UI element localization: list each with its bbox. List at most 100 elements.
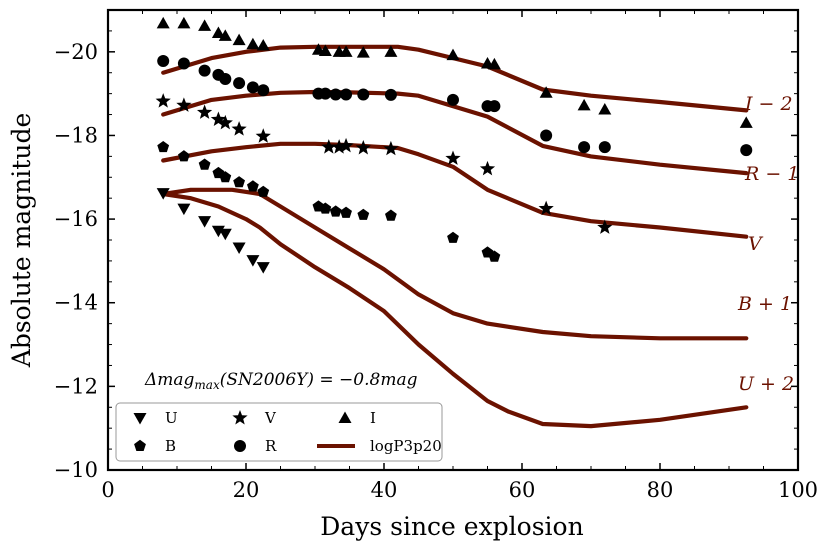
data-point-i <box>539 86 553 98</box>
data-point-u <box>211 225 225 238</box>
legend-label-u: U <box>165 409 178 427</box>
data-point-i <box>446 48 460 61</box>
y-axis-title: Absolute magnitude <box>7 113 36 368</box>
data-point-v <box>338 137 354 153</box>
data-point-i <box>156 16 170 29</box>
legend-label-i: I <box>370 409 376 427</box>
x-tick-label: 100 <box>778 478 818 502</box>
data-point-r <box>233 77 246 90</box>
data-point-i <box>384 45 398 57</box>
data-point-i <box>487 57 501 70</box>
data-point-v <box>321 139 337 154</box>
model-curves <box>161 44 749 429</box>
x-tick-label: 40 <box>371 478 398 502</box>
model-curve-r-1 <box>161 89 749 176</box>
data-point-i <box>218 29 232 41</box>
data-point-i <box>739 116 753 128</box>
legend-marker-v <box>232 410 248 425</box>
data-point-r <box>246 81 259 94</box>
data-point-b <box>357 208 370 220</box>
model-curve-i-2 <box>161 44 749 113</box>
data-point-r <box>177 57 190 70</box>
data-point-i <box>318 44 332 56</box>
legend-label-v: V <box>264 409 277 427</box>
data-point-v <box>479 160 496 176</box>
data-point-r <box>740 144 753 157</box>
legend-marker-r <box>234 440 246 452</box>
data-point-b <box>319 202 332 214</box>
legend-marker-b <box>134 439 146 452</box>
x-axis-title: Days since explosion <box>320 512 583 541</box>
data-point-b <box>488 250 501 262</box>
legend-marker-i <box>338 411 352 423</box>
data-point-r <box>340 88 353 101</box>
data-point-u <box>198 216 212 228</box>
data-point-v <box>331 139 347 154</box>
legend-label-logp3p20: logP3p20 <box>370 437 442 455</box>
data-point-r <box>488 100 501 113</box>
data-point-b <box>329 205 342 217</box>
y-tick-label: −10 <box>54 458 98 482</box>
data-point-v <box>210 111 227 127</box>
data-point-r <box>598 141 611 154</box>
data-point-i <box>339 45 353 57</box>
model-curve-u-2 <box>161 191 749 429</box>
y-tick-label: −18 <box>54 123 98 147</box>
data-point-v <box>176 97 192 112</box>
data-point-i <box>246 37 260 50</box>
data-point-u <box>156 188 170 200</box>
data-point-b <box>233 176 245 188</box>
legend-label-r: R <box>265 437 277 455</box>
x-tick-label: 0 <box>101 478 114 502</box>
data-point-u <box>232 242 246 255</box>
data-point-v <box>255 128 271 143</box>
y-tick-label: −20 <box>54 40 98 64</box>
model-curve-b-1 <box>161 187 749 341</box>
data-point-i <box>256 39 270 51</box>
data-point-u <box>177 203 191 216</box>
data-point-i <box>598 103 612 115</box>
data-point-v <box>445 150 461 165</box>
delta-mag-annotation: Δmagmax(SN2006Y) = −0.8mag <box>144 370 418 392</box>
data-point-v <box>155 93 171 108</box>
data-point-v <box>538 200 554 216</box>
series-label-r-1: R − 1 <box>744 163 799 185</box>
series-label-i-2: I − 2 <box>744 93 793 115</box>
y-tick-label: −16 <box>54 207 98 231</box>
data-point-v <box>383 140 399 156</box>
data-point-i <box>198 19 212 31</box>
data-point-v <box>597 219 613 234</box>
data-point-r <box>329 88 342 101</box>
data-point-i <box>577 98 591 111</box>
data-point-v <box>196 104 213 119</box>
series-label-b-1: B + 1 <box>737 293 792 315</box>
data-point-b <box>257 185 270 197</box>
data-point-r <box>540 129 553 142</box>
data-point-r <box>578 141 591 154</box>
data-point-r <box>319 87 332 100</box>
legend-label-b: B <box>165 437 176 455</box>
data-point-v <box>355 140 371 155</box>
data-point-r <box>219 73 232 85</box>
x-tick-label: 20 <box>233 478 260 502</box>
data-point-i <box>356 46 370 58</box>
data-point-r <box>157 55 170 68</box>
x-tick-label: 60 <box>509 478 536 502</box>
data-point-b <box>198 158 211 170</box>
data-point-b <box>178 150 190 162</box>
data-point-r <box>257 84 270 97</box>
data-point-i <box>211 26 225 38</box>
series-label-u-2: U + 2 <box>738 373 794 395</box>
model-curve-v <box>161 141 749 239</box>
x-tick-label: 80 <box>647 478 674 502</box>
data-point-b <box>219 171 232 183</box>
data-point-b <box>247 180 259 192</box>
data-point-r <box>198 64 211 77</box>
series-label-v: V <box>748 233 764 255</box>
data-point-b <box>157 140 170 153</box>
legend-box <box>115 402 443 462</box>
data-point-b <box>447 231 459 243</box>
data-point-v <box>217 114 233 130</box>
